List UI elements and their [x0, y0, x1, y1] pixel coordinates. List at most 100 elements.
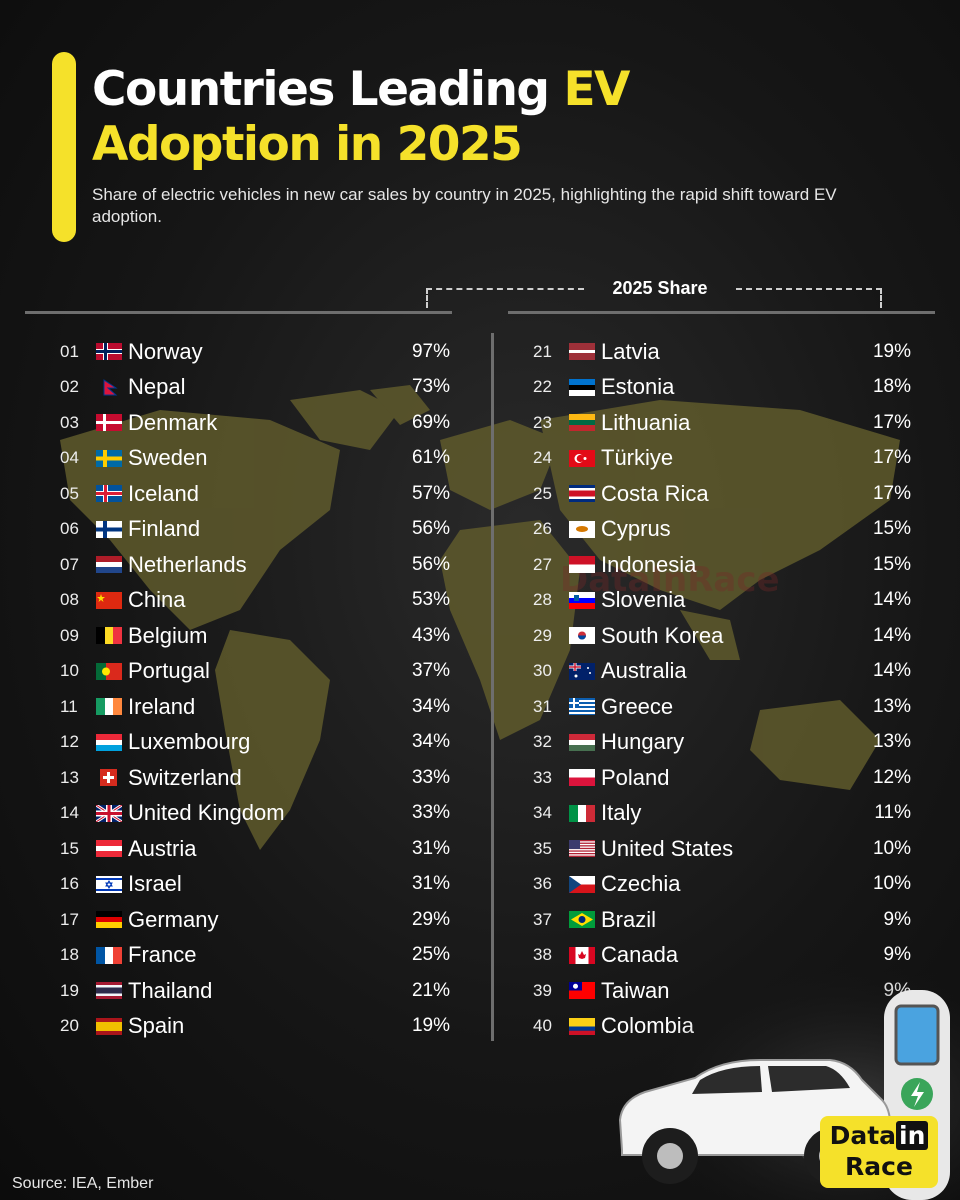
- flag-us-icon: [569, 840, 595, 858]
- share-value: 11%: [874, 802, 911, 824]
- flag-id-icon: [569, 556, 595, 574]
- share-value: 56%: [411, 553, 450, 575]
- country-name: Iceland: [128, 480, 199, 506]
- rank-label: 18: [60, 945, 79, 965]
- share-value: 53%: [411, 589, 450, 611]
- country-name: Thailand: [128, 977, 213, 1003]
- flag-dk-icon: [96, 414, 122, 432]
- flag-se-icon: [96, 449, 122, 467]
- table-row: 26 Cyprus 15%: [533, 512, 911, 548]
- country-name: Estonia: [601, 374, 675, 400]
- rank-label: 03: [60, 412, 79, 432]
- country-name: Poland: [601, 764, 670, 790]
- flag-cr-icon: [569, 485, 595, 503]
- flag-th-icon: [96, 982, 122, 1000]
- country-name: Norway: [128, 338, 203, 364]
- share-value: 69%: [411, 411, 450, 433]
- rank-label: 29: [533, 625, 552, 645]
- rank-label: 39: [533, 980, 552, 1000]
- title-accent-bar: [52, 52, 76, 242]
- flag-lu-icon: [96, 733, 122, 751]
- country-name: Austria: [128, 835, 197, 861]
- share-value: 29%: [411, 908, 450, 930]
- table-row: 19 Thailand 21%: [60, 973, 450, 1009]
- flag-pt-icon: [96, 662, 122, 680]
- table-row: 10 Portugal 37%: [60, 654, 450, 690]
- country-name: Sweden: [128, 445, 208, 471]
- rank-label: 09: [60, 625, 79, 645]
- table-row: 27 Indonesia 15%: [533, 547, 911, 583]
- title-line2: Adoption in 2025: [92, 117, 523, 172]
- share-value: 15%: [872, 553, 911, 575]
- flag-ie-icon: [96, 698, 122, 716]
- flag-be-icon: [96, 627, 122, 645]
- ranking-column-left: 01 Norway 97% 02 Nepal 73% 03 Denmark 69% 04 Swede…: [60, 334, 450, 1044]
- country-name: Finland: [128, 516, 201, 542]
- flag-pl-icon: [569, 769, 595, 787]
- charger-screen: [894, 1004, 940, 1066]
- share-value: 43%: [411, 624, 450, 646]
- watermark: DataInRace: [560, 560, 780, 600]
- share-value: 21%: [411, 979, 450, 1001]
- country-name: Costa Rica: [601, 480, 709, 506]
- country-name: France: [128, 942, 197, 968]
- rank-label: 14: [60, 803, 79, 823]
- table-row: 13 Switzerland 33%: [60, 760, 450, 796]
- share-value: 17%: [872, 411, 911, 433]
- table-row: 23 Lithuania 17%: [533, 405, 911, 441]
- table-row: 14 United Kingdom 33%: [60, 796, 450, 832]
- flag-kr-icon: [569, 627, 595, 645]
- rank-label: 19: [60, 980, 79, 1000]
- rank-label: 23: [533, 412, 552, 432]
- flag-tr-icon: [569, 449, 595, 467]
- page-subtitle: Share of electric vehicles in new car sa…: [92, 185, 837, 226]
- page-title: Countries Leading EV Adoption in 2025: [92, 62, 630, 172]
- rank-label: 06: [60, 519, 79, 539]
- share-value: 10%: [872, 873, 911, 895]
- table-row: 02 Nepal 73%: [60, 370, 450, 406]
- country-name: Hungary: [601, 729, 685, 755]
- country-name: Nepal: [128, 374, 186, 400]
- table-row: 09 Belgium 43%: [60, 618, 450, 654]
- rank-label: 12: [60, 732, 79, 752]
- table-row: 35 United States 10%: [533, 831, 911, 867]
- country-name: Czechia: [601, 871, 681, 897]
- share-value: 10%: [872, 837, 911, 859]
- rank-label: 26: [533, 519, 552, 539]
- flag-tw-icon: [569, 982, 595, 1000]
- column-divider: [491, 333, 494, 1041]
- country-name: Netherlands: [128, 551, 247, 577]
- rank-label: 04: [60, 448, 79, 468]
- flag-lv-icon: [569, 343, 595, 361]
- country-name: Slovenia: [601, 587, 686, 613]
- country-name: Brazil: [601, 906, 657, 932]
- country-name: Lithuania: [601, 409, 691, 435]
- rank-label: 21: [533, 341, 552, 361]
- flag-it-icon: [569, 804, 595, 822]
- share-value: 14%: [872, 660, 911, 682]
- share-value: 17%: [872, 482, 911, 504]
- country-name: Spain: [128, 1013, 185, 1039]
- rank-label: 16: [60, 874, 79, 894]
- rank-label: 17: [60, 909, 79, 929]
- table-row: 18 France 25%: [60, 938, 450, 974]
- flag-br-icon: [569, 911, 595, 929]
- flag-no-icon: [96, 343, 122, 361]
- column-header: 2025 Share: [612, 278, 708, 298]
- table-row: 32 Hungary 13%: [533, 725, 911, 761]
- share-value: 14%: [872, 589, 911, 611]
- logo-text-in: in: [896, 1121, 929, 1150]
- table-row: 37 Brazil 9%: [533, 902, 911, 938]
- table-row: 07 Netherlands 56%: [60, 547, 450, 583]
- country-name: Greece: [601, 693, 674, 719]
- rank-label: 38: [533, 945, 552, 965]
- table-row: 29 South Korea 14%: [533, 618, 911, 654]
- table-row: 28 Slovenia 14%: [533, 583, 911, 619]
- flag-is-icon: [96, 485, 122, 503]
- country-name: Italy: [601, 800, 642, 826]
- flag-ee-icon: [569, 378, 595, 396]
- share-value: 31%: [411, 873, 450, 895]
- rank-label: 36: [533, 874, 552, 894]
- share-value: 34%: [411, 695, 450, 717]
- share-value: 13%: [872, 695, 911, 717]
